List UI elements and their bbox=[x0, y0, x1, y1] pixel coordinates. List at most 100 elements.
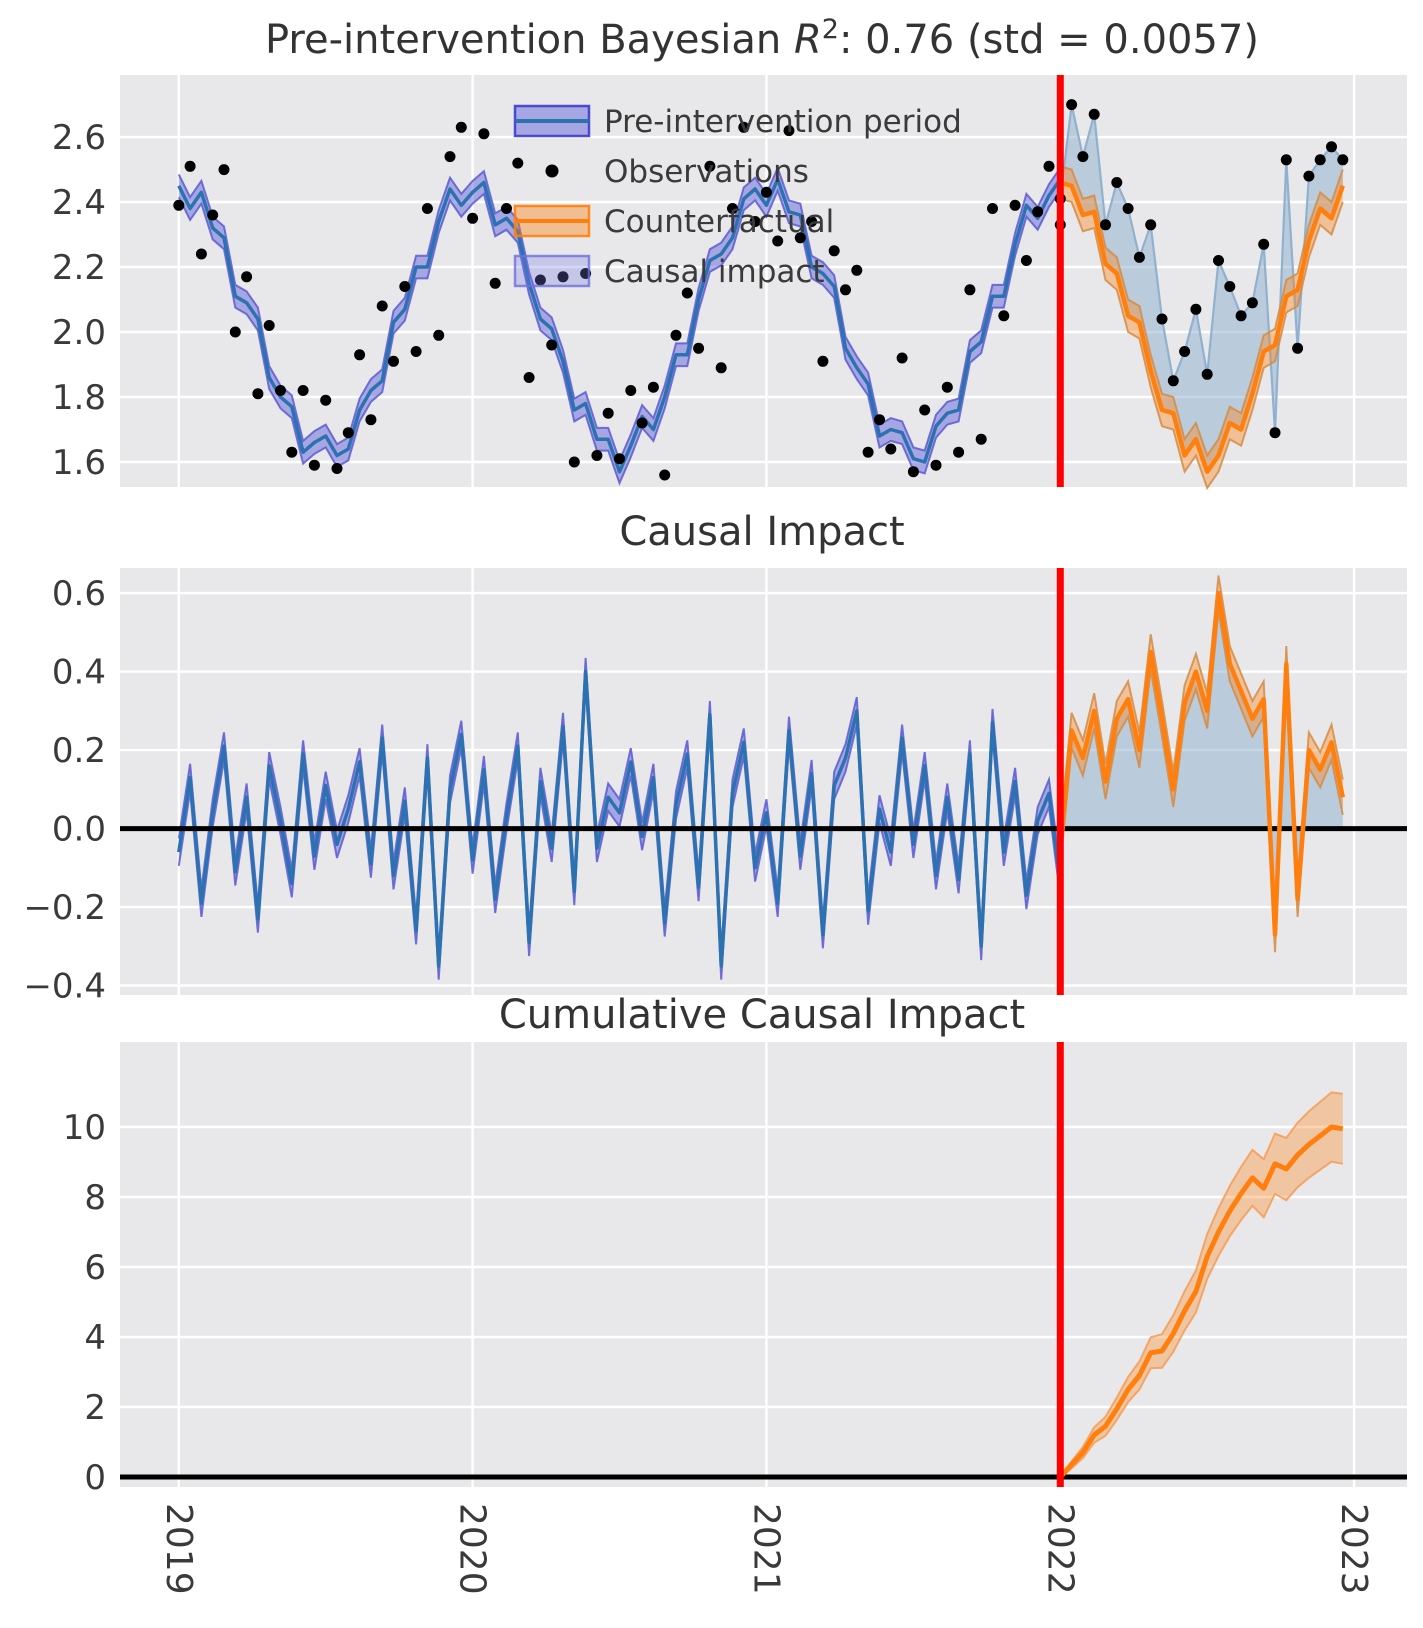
cumulative-line bbox=[1058, 1124, 1344, 1479]
counterfactual-band-edge bbox=[1060, 197, 1344, 491]
legend-item: Pre-intervention period bbox=[513, 104, 962, 140]
observation-point bbox=[1201, 368, 1213, 380]
observation-point bbox=[1269, 427, 1281, 439]
observation-point bbox=[1088, 108, 1100, 120]
observation-point bbox=[636, 417, 648, 429]
observation-point bbox=[421, 203, 433, 214]
observation-point bbox=[998, 310, 1010, 322]
observation-point bbox=[1100, 219, 1111, 231]
observation-point bbox=[275, 385, 286, 396]
observation-point bbox=[681, 287, 693, 299]
y-tick-label: 2.4 bbox=[52, 183, 106, 223]
y-tick-label: 0.2 bbox=[52, 731, 106, 771]
y-tick-label: 6 bbox=[84, 1248, 106, 1288]
observation-point bbox=[975, 433, 987, 445]
observation-point bbox=[806, 216, 818, 227]
observation-point bbox=[987, 203, 998, 214]
legend-item: Causal impact bbox=[513, 254, 825, 290]
plot-area bbox=[120, 1042, 1407, 1487]
y-tick-label: 2 bbox=[84, 1388, 106, 1428]
observation-point bbox=[874, 414, 885, 426]
y-tick-label: 0 bbox=[84, 1458, 106, 1498]
observation-point bbox=[376, 300, 388, 312]
observation-point bbox=[354, 349, 366, 361]
legend-observation-dot bbox=[545, 164, 559, 178]
observation-point bbox=[1145, 219, 1157, 231]
observation-point bbox=[342, 427, 354, 439]
y-tick-label: 2.0 bbox=[52, 313, 106, 353]
legend: Pre-intervention period Observations Count… bbox=[513, 104, 962, 290]
observation-point bbox=[1066, 99, 1078, 111]
cumulative-band-edge bbox=[1059, 1091, 1343, 1477]
legend-label: Counterfactual bbox=[604, 204, 834, 240]
observation-point bbox=[1111, 177, 1123, 188]
observation-point bbox=[760, 186, 772, 198]
observation-point bbox=[444, 151, 456, 163]
observation-point bbox=[388, 355, 399, 367]
observation-point bbox=[478, 128, 490, 140]
observation-point bbox=[252, 388, 264, 400]
observation-point bbox=[489, 277, 501, 289]
y-tick-label: 2.2 bbox=[52, 248, 106, 288]
observations bbox=[173, 99, 1349, 481]
observation-point bbox=[647, 381, 659, 393]
observation-point bbox=[941, 381, 953, 393]
x-tick-label: 2019 bbox=[158, 1503, 199, 1595]
y-tick-label: 10 bbox=[63, 1108, 106, 1148]
y-tick-label: 2.6 bbox=[52, 118, 106, 158]
observation-point bbox=[331, 463, 343, 474]
observation-point bbox=[794, 232, 806, 244]
observation-point bbox=[320, 394, 332, 406]
observation-point bbox=[919, 404, 931, 416]
observation-point bbox=[546, 339, 558, 351]
observation-point bbox=[896, 352, 908, 364]
counterfactual-band bbox=[1060, 166, 1343, 489]
observation-point bbox=[1280, 154, 1292, 166]
impact-post-line bbox=[1058, 590, 1346, 937]
observation-point bbox=[851, 264, 863, 276]
observation-point bbox=[1032, 206, 1044, 218]
observation-point bbox=[512, 157, 524, 169]
observation-point bbox=[953, 446, 965, 458]
observation-point bbox=[964, 284, 976, 296]
y-tick-label: 0.4 bbox=[52, 653, 106, 693]
observation-point bbox=[1235, 310, 1247, 322]
observation-point bbox=[1133, 251, 1145, 263]
legend-label: Observations bbox=[604, 154, 809, 190]
panels: 2.6 2.4 2.2 2.0 1.8 1.6 0.6 0.4 0.2 0.0 −0.2 −0.4 10… bbox=[23, 75, 1407, 1595]
x-tick-label: 2022 bbox=[1039, 1503, 1080, 1595]
observation-point bbox=[1167, 375, 1179, 387]
impact-pre-band bbox=[178, 657, 1061, 980]
observation-point bbox=[614, 453, 625, 465]
y-tick-label: 0.6 bbox=[52, 574, 106, 614]
observation-point bbox=[625, 385, 637, 396]
y-tick-label: 4 bbox=[84, 1318, 106, 1358]
observation-point bbox=[433, 329, 445, 341]
observation-point bbox=[1020, 255, 1032, 266]
observation-point bbox=[365, 414, 377, 426]
observation-point bbox=[263, 320, 275, 331]
observation-point bbox=[557, 271, 569, 283]
observation-point bbox=[1122, 203, 1134, 214]
legend-item: Counterfactual bbox=[513, 204, 834, 240]
observation-point bbox=[195, 248, 207, 260]
cumulative-band-edge bbox=[1059, 1160, 1343, 1479]
y-tick-label: 8 bbox=[84, 1178, 106, 1218]
observation-point bbox=[1246, 297, 1258, 309]
observation-point bbox=[1009, 199, 1021, 211]
observation-point bbox=[1292, 342, 1304, 354]
observation-point bbox=[173, 199, 185, 211]
legend-causal-impact-patch bbox=[513, 254, 591, 288]
observation-point bbox=[568, 456, 580, 468]
y-tick-label: −0.4 bbox=[23, 967, 106, 1007]
observation-point bbox=[1043, 160, 1055, 172]
observation-point bbox=[399, 281, 411, 292]
observation-point bbox=[840, 284, 851, 296]
observation-point bbox=[218, 164, 230, 176]
observation-point bbox=[738, 121, 750, 133]
observation-point bbox=[862, 446, 874, 458]
observation-point bbox=[286, 446, 298, 458]
observation-point bbox=[602, 407, 614, 419]
observation-point bbox=[715, 362, 727, 374]
